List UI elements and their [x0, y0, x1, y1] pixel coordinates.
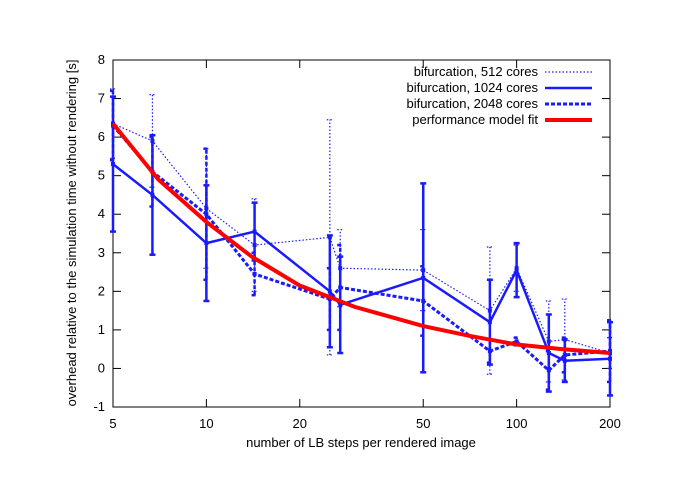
point	[338, 285, 343, 290]
point	[252, 229, 257, 234]
point	[111, 162, 115, 167]
point	[562, 358, 567, 363]
point	[608, 356, 612, 361]
point	[252, 271, 257, 276]
x-tick-label: 5	[109, 416, 116, 431]
point	[514, 268, 519, 273]
error-bar	[561, 336, 568, 374]
y-tick-label: 8	[98, 52, 105, 67]
point	[546, 368, 551, 373]
point	[204, 212, 209, 217]
x-axis-label: number of LB steps per rendered image	[246, 435, 476, 450]
y-tick-label: 7	[98, 91, 105, 106]
series-line	[112, 123, 611, 354]
x-tick-label: 10	[199, 416, 213, 431]
x-tick-label: 20	[293, 416, 307, 431]
y-tick-label: 3	[98, 245, 105, 260]
plot-frame	[112, 59, 611, 408]
y-tick-label: 5	[98, 168, 105, 183]
error-bar	[203, 147, 210, 282]
point	[562, 352, 567, 357]
series-line	[111, 124, 611, 373]
error-bar	[149, 135, 156, 208]
y-tick-label: 0	[98, 360, 105, 375]
error-bar	[561, 298, 568, 381]
point	[487, 320, 492, 325]
legend-label: bifurcation, 512 cores	[414, 64, 539, 79]
legend-label: bifurcation, 2048 cores	[406, 96, 538, 111]
series-line	[111, 122, 611, 356]
x-tick-label: 200	[599, 416, 621, 431]
y-tick-label: 6	[98, 129, 105, 144]
y-tick-label: -1	[93, 399, 105, 414]
error-bar	[420, 265, 427, 337]
y-tick-label: 4	[98, 206, 105, 221]
error-bar	[110, 89, 116, 162]
x-tick-label: 100	[506, 416, 528, 431]
y-axis-label: overhead relative to the simulation time…	[64, 60, 79, 407]
point	[150, 192, 155, 197]
series-line	[112, 163, 611, 362]
point	[421, 298, 426, 303]
point	[514, 339, 519, 344]
y-tick-label: 2	[98, 283, 105, 298]
legend-label: performance model fit	[412, 112, 538, 127]
point	[487, 349, 492, 354]
x-tick-label: 50	[416, 416, 430, 431]
y-tick-label: 1	[98, 322, 105, 337]
legend-label: bifurcation, 1024 cores	[406, 80, 538, 95]
